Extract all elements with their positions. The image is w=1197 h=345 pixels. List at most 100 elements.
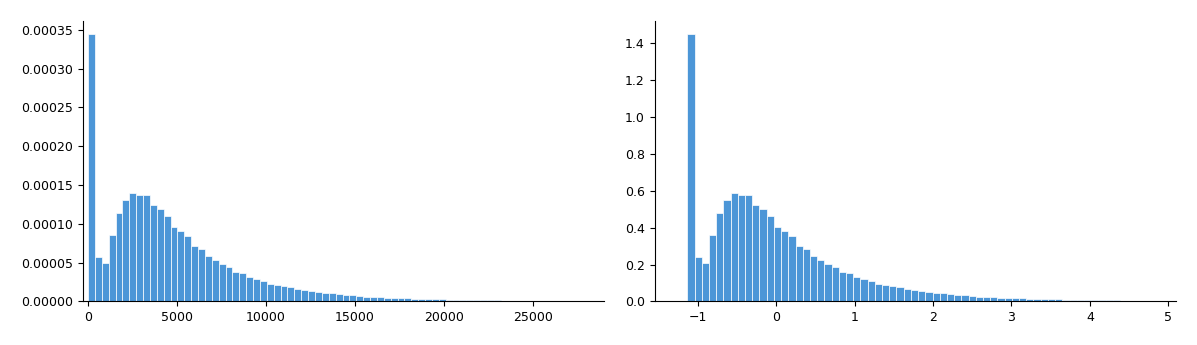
Bar	[219, 265, 225, 302]
Bar	[976, 297, 983, 302]
Bar	[767, 216, 774, 302]
Bar	[810, 256, 818, 302]
Bar	[335, 294, 342, 302]
Bar	[357, 296, 363, 302]
Bar	[803, 249, 810, 302]
Bar	[853, 277, 861, 302]
Bar	[1040, 299, 1047, 302]
Bar	[759, 209, 767, 302]
Bar	[1128, 300, 1135, 302]
Bar	[370, 297, 377, 302]
Bar	[116, 213, 122, 302]
Bar	[932, 293, 940, 302]
Bar	[122, 200, 129, 302]
Bar	[225, 267, 232, 302]
Bar	[522, 301, 528, 302]
Bar	[839, 272, 846, 302]
Bar	[89, 34, 95, 302]
Bar	[1099, 300, 1106, 302]
Bar	[515, 301, 522, 302]
Bar	[274, 285, 280, 302]
Bar	[904, 289, 911, 302]
Bar	[737, 195, 745, 302]
Bar	[280, 286, 287, 302]
Bar	[192, 246, 198, 302]
Bar	[212, 259, 219, 302]
Bar	[990, 297, 997, 302]
Bar	[157, 209, 164, 302]
Bar	[1033, 299, 1040, 302]
Bar	[954, 295, 961, 302]
Bar	[412, 299, 418, 302]
Bar	[1019, 298, 1026, 302]
Bar	[1092, 300, 1099, 302]
Bar	[95, 257, 102, 302]
Bar	[129, 193, 136, 302]
Bar	[287, 287, 294, 302]
Bar	[1026, 299, 1033, 302]
Bar	[302, 290, 308, 302]
Bar	[549, 301, 555, 302]
Bar	[723, 200, 730, 302]
Bar	[1156, 301, 1163, 302]
Bar	[745, 195, 752, 302]
Bar	[350, 295, 357, 302]
Bar	[825, 265, 832, 302]
Bar	[1149, 301, 1156, 302]
Bar	[390, 298, 397, 302]
Bar	[432, 299, 439, 302]
Bar	[267, 284, 274, 302]
Bar	[460, 300, 467, 302]
Bar	[363, 297, 370, 302]
Bar	[1142, 301, 1149, 302]
Bar	[177, 231, 184, 302]
Bar	[1113, 300, 1120, 302]
Bar	[142, 195, 150, 302]
Bar	[425, 299, 432, 302]
Bar	[542, 301, 549, 302]
Bar	[1163, 301, 1171, 302]
Bar	[384, 298, 390, 302]
Bar	[1077, 300, 1084, 302]
Bar	[535, 301, 542, 302]
Bar	[947, 294, 954, 302]
Bar	[494, 300, 500, 302]
Bar	[1011, 298, 1019, 302]
Bar	[308, 291, 315, 302]
Bar	[452, 300, 460, 302]
Bar	[716, 213, 723, 302]
Bar	[1192, 301, 1197, 302]
Bar	[247, 277, 253, 302]
Bar	[968, 296, 976, 302]
Bar	[983, 297, 990, 302]
Bar	[1120, 300, 1128, 302]
Bar	[997, 298, 1004, 302]
Bar	[687, 34, 694, 302]
Bar	[1084, 300, 1092, 302]
Bar	[1004, 298, 1011, 302]
Bar	[882, 285, 889, 302]
Bar	[109, 235, 116, 302]
Bar	[322, 293, 329, 302]
Bar	[439, 299, 445, 302]
Bar	[500, 300, 508, 302]
Bar	[577, 301, 583, 302]
Bar	[782, 231, 789, 302]
Bar	[239, 274, 247, 302]
Bar	[329, 293, 335, 302]
Bar	[467, 300, 473, 302]
Bar	[232, 272, 239, 302]
Bar	[342, 295, 350, 302]
Bar	[875, 284, 882, 302]
Bar	[528, 301, 535, 302]
Bar	[730, 193, 737, 302]
Bar	[918, 291, 925, 302]
Bar	[1178, 301, 1185, 302]
Bar	[796, 246, 803, 302]
Bar	[170, 227, 177, 302]
Bar	[294, 289, 302, 302]
Bar	[789, 236, 796, 302]
Bar	[253, 279, 260, 302]
Bar	[1069, 300, 1077, 302]
Bar	[198, 249, 205, 302]
